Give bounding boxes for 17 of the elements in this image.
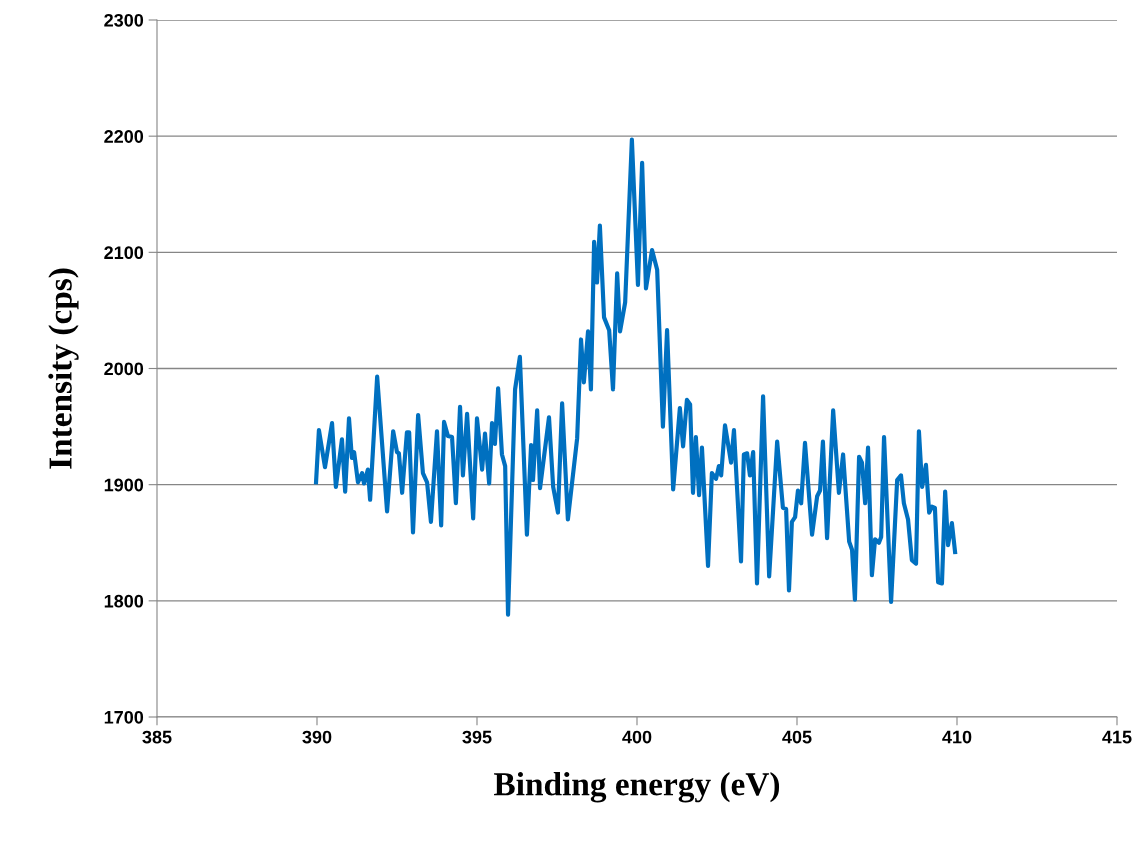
x-tick-label: 385 [142,730,172,744]
y-tick-label: 2200 [104,130,144,143]
x-tick-label: 390 [302,730,332,744]
x-tick-label: 415 [1102,730,1132,744]
x-tick-label: 410 [942,730,972,744]
line-series [313,137,958,617]
y-axis-title: Intensity (cps) [48,268,79,469]
y-tick-label: 1700 [104,710,144,724]
y-tick-label: 1800 [104,594,144,608]
y-tick-label: 1900 [104,478,144,492]
x-tick-label: 395 [462,730,492,744]
y-tick-label: 2000 [104,362,144,376]
x-axis-title: Binding energy (eV) [494,772,780,803]
y-tick-label: 2300 [104,13,144,27]
y-tick-label: 2100 [104,246,144,260]
x-tick-label: 400 [622,730,652,744]
x-tick-label: 405 [782,730,812,744]
